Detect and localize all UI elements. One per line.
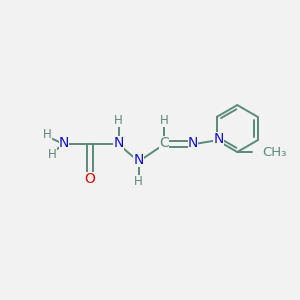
Text: N: N <box>188 136 198 150</box>
Text: H: H <box>160 114 169 127</box>
Text: H: H <box>43 128 52 141</box>
Text: N: N <box>213 132 224 146</box>
Text: H: H <box>114 114 123 127</box>
Text: O: O <box>85 172 95 186</box>
Text: CH₃: CH₃ <box>262 146 286 158</box>
Text: H: H <box>134 175 143 188</box>
Text: N: N <box>134 153 144 167</box>
Text: N: N <box>113 136 124 150</box>
Text: N: N <box>59 136 69 150</box>
Text: C: C <box>159 136 169 150</box>
Text: H: H <box>48 148 56 161</box>
